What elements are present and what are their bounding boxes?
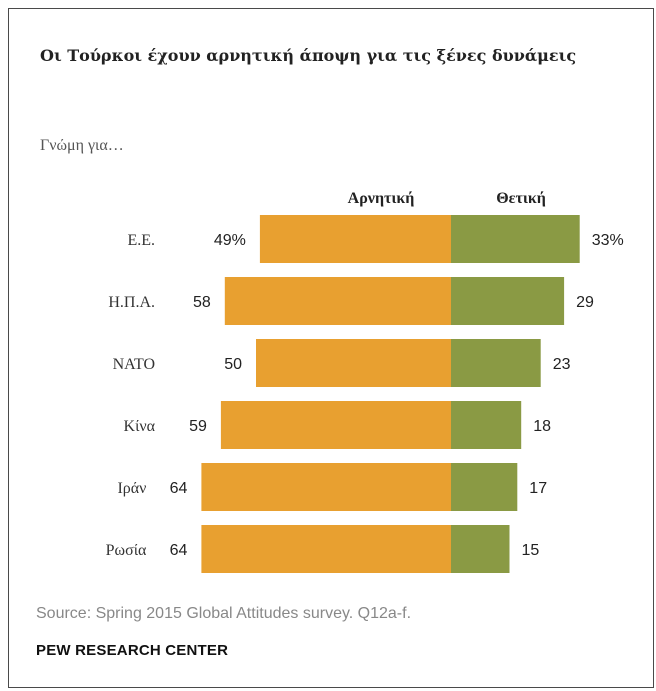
category-label: Κίνα	[124, 418, 156, 435]
value-label-positive: 17	[529, 480, 547, 497]
bar-negative	[220, 401, 451, 449]
category-label: Ε.Ε.	[127, 232, 155, 249]
bar-positive	[451, 339, 541, 387]
value-label-negative: 59	[189, 418, 207, 435]
value-label-negative: 49%	[214, 232, 246, 249]
value-label-negative: 64	[170, 542, 188, 559]
value-label-positive: 29	[576, 294, 594, 311]
bar-negative	[224, 277, 451, 325]
category-label: ΝΑΤΟ	[113, 356, 155, 373]
legend-positive: Θετική	[496, 190, 546, 207]
chart-subtitle: Γνώμη για…	[40, 137, 124, 154]
category-label: Ρωσία	[106, 542, 147, 559]
legend-negative: Αρνητική	[348, 190, 415, 207]
value-label-negative: 50	[224, 356, 242, 373]
bar-negative	[256, 339, 451, 387]
bar-negative	[201, 463, 451, 511]
value-label-positive: 15	[522, 542, 540, 559]
value-label-positive: 33%	[592, 232, 624, 249]
value-label-positive: 23	[553, 356, 571, 373]
bar-positive	[451, 463, 518, 511]
source-note: Source: Spring 2015 Global Attitudes sur…	[36, 605, 412, 622]
bar-positive	[451, 215, 580, 263]
value-label-negative: 58	[193, 294, 211, 311]
bar-negative	[201, 525, 451, 573]
bar-positive	[451, 401, 522, 449]
value-label-positive: 18	[533, 418, 551, 435]
category-label: Ιράν	[117, 480, 146, 497]
bar-positive	[451, 277, 565, 325]
chart-title: Οι Τούρκοι έχουν αρνητική άποψη για τις …	[40, 46, 577, 65]
brand-label: PEW RESEARCH CENTER	[36, 642, 229, 659]
bar-positive	[451, 525, 510, 573]
value-label-negative: 64	[170, 480, 188, 497]
category-label: Η.Π.Α.	[108, 294, 155, 311]
bar-negative	[259, 215, 451, 263]
